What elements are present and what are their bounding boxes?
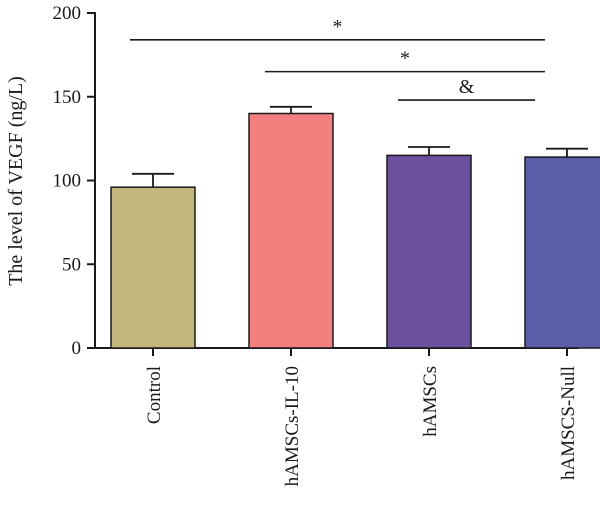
y-tick-label: 200	[53, 3, 82, 24]
significance-label: *	[333, 16, 343, 38]
y-tick-label: 50	[62, 254, 81, 275]
y-tick-label: 150	[53, 87, 82, 108]
significance-label: &	[459, 76, 475, 98]
y-tick-label: 0	[72, 338, 82, 359]
bar-hamscs-null	[524, 156, 600, 349]
plot-area: 0 50 100 150 200 Control hAMSCs-IL-10 hAMSCs hAM…	[53, 3, 600, 486]
bar-hamscs-il-10	[248, 112, 334, 349]
bar-hamscs	[386, 154, 472, 349]
y-tick-label: 100	[53, 171, 82, 192]
x-tick-label: hAMSCS-Null	[558, 366, 579, 480]
x-tick-label: hAMSCs-IL-10	[282, 366, 303, 486]
x-tick-label: hAMSCs	[420, 366, 441, 437]
bar-control	[110, 186, 196, 349]
significance-label: *	[400, 48, 410, 70]
x-tick-label: Control	[144, 366, 165, 424]
y-axis-title: The level of VEGF (ng/L)	[5, 76, 27, 286]
